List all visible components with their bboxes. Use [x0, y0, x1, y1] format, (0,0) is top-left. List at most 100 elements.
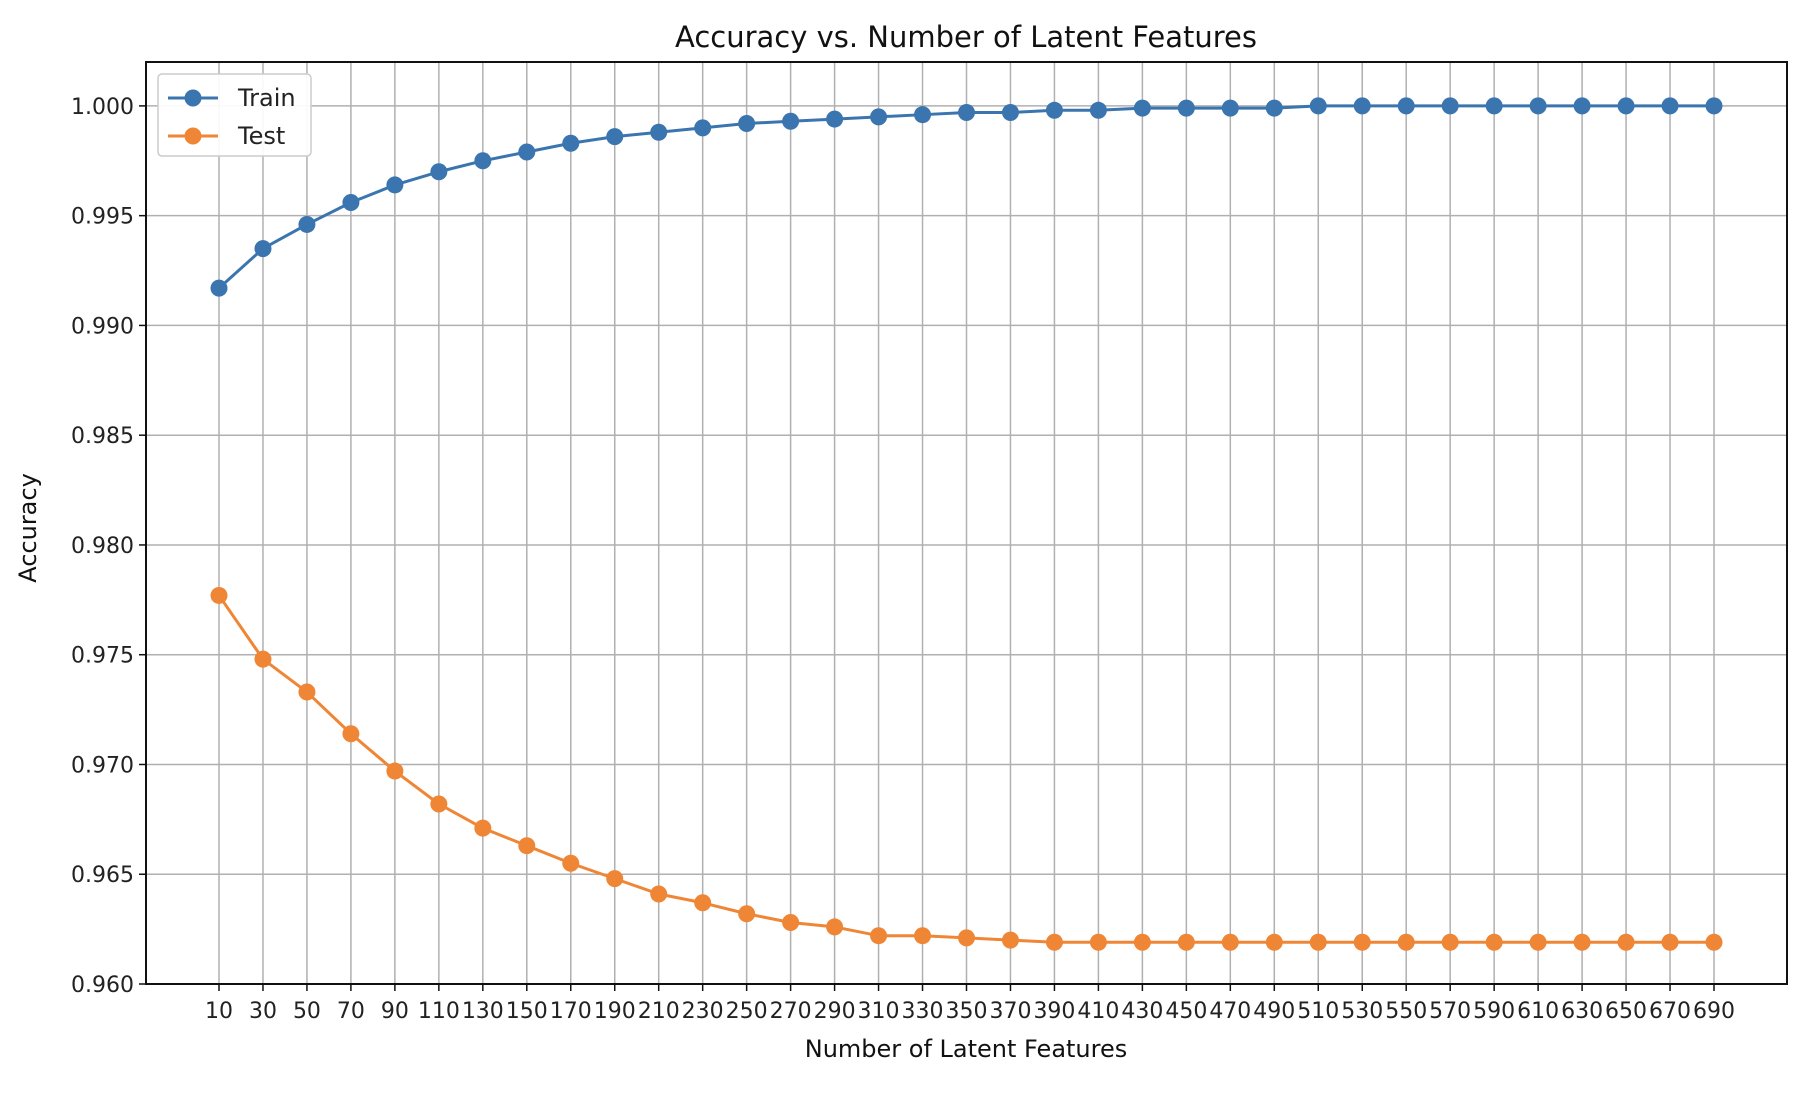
x-tick-label: 390: [1033, 999, 1075, 1024]
data-point-test: [958, 929, 975, 947]
data-point-train: [298, 215, 316, 233]
data-point-test: [430, 795, 448, 813]
data-point-train: [1133, 99, 1151, 117]
x-tick-label: 450: [1165, 999, 1207, 1024]
data-point-test: [1133, 933, 1151, 951]
x-tick-label: 510: [1297, 999, 1339, 1024]
series-train: [210, 97, 1723, 297]
data-point-train: [1309, 97, 1327, 115]
legend-test-label: Test: [237, 122, 285, 150]
x-tick-label: 230: [682, 999, 724, 1024]
x-tick-label: 490: [1253, 999, 1295, 1024]
x-tick-label: 430: [1121, 999, 1163, 1024]
data-point-train: [518, 143, 536, 161]
data-point-train: [1485, 97, 1503, 115]
x-tick-label: 610: [1517, 999, 1559, 1024]
data-point-train: [1661, 97, 1679, 115]
x-tick-label: 350: [946, 999, 988, 1024]
x-tick-label: 30: [249, 999, 277, 1024]
data-point-test: [606, 870, 624, 888]
x-tick-label: 10: [205, 999, 233, 1024]
data-point-train: [386, 176, 404, 194]
data-point-test: [1221, 933, 1239, 951]
data-point-test: [254, 650, 272, 668]
data-point-test: [650, 885, 668, 903]
data-point-test: [1089, 933, 1107, 951]
x-tick-label: 470: [1209, 999, 1251, 1024]
chart-title: Accuracy vs. Number of Latent Features: [675, 20, 1257, 54]
y-tick-label: 1.000: [71, 95, 134, 120]
y-axis-ticks: 0.960 0.965 0.970 0.975 0.980 0.985 0.990 0.995…: [71, 95, 146, 998]
x-tick-label: 570: [1429, 999, 1471, 1024]
data-point-train: [1353, 97, 1371, 115]
x-tick-label: 170: [550, 999, 592, 1024]
x-axis-ticks: 10 30 50 70 90 110 130 150 170 190 210 230 250 270 290…: [205, 984, 1735, 1024]
data-point-test: [1353, 933, 1371, 951]
data-point-train: [1177, 99, 1195, 117]
data-point-test: [298, 683, 316, 701]
x-tick-label: 110: [418, 999, 460, 1024]
y-tick-label: 0.980: [71, 534, 134, 559]
data-point-train: [1573, 97, 1591, 115]
data-point-test: [518, 837, 536, 855]
data-point-test: [386, 762, 404, 780]
x-tick-label: 370: [989, 999, 1031, 1024]
data-point-test: [210, 586, 228, 604]
data-point-train: [1089, 101, 1107, 119]
y-tick-label: 0.990: [71, 314, 134, 339]
x-tick-label: 210: [638, 999, 680, 1024]
x-tick-label: 270: [770, 999, 812, 1024]
series-layer: [210, 97, 1723, 951]
data-point-test: [870, 927, 888, 945]
y-tick-label: 0.985: [71, 424, 134, 449]
data-point-test: [1045, 933, 1063, 951]
data-point-train: [1265, 99, 1283, 117]
x-tick-label: 530: [1341, 999, 1383, 1024]
data-point-train: [914, 106, 932, 124]
data-point-train: [1045, 101, 1063, 119]
data-point-train: [606, 128, 624, 146]
data-point-train: [870, 108, 888, 126]
y-tick-label: 0.995: [71, 205, 134, 230]
data-point-test: [342, 725, 360, 743]
data-point-train: [430, 163, 448, 181]
data-point-train: [738, 114, 756, 132]
data-point-train: [958, 103, 975, 121]
data-point-test: [1001, 931, 1019, 949]
data-point-train: [826, 110, 844, 128]
data-point-test: [562, 854, 580, 872]
data-point-test: [1441, 933, 1459, 951]
x-tick-label: 90: [381, 999, 409, 1024]
data-point-test: [782, 914, 800, 932]
data-point-train: [1397, 97, 1415, 115]
y-tick-label: 0.960: [71, 973, 134, 998]
data-point-test: [1309, 933, 1327, 951]
data-point-test: [1705, 933, 1723, 951]
x-tick-label: 310: [858, 999, 900, 1024]
data-point-test: [738, 905, 756, 923]
x-tick-label: 330: [902, 999, 944, 1024]
data-point-test: [914, 927, 932, 945]
data-point-train: [562, 134, 580, 152]
data-point-train: [650, 123, 668, 141]
data-point-test: [1177, 933, 1195, 951]
data-point-train: [1001, 103, 1019, 121]
data-point-train: [474, 152, 492, 170]
x-tick-label: 290: [814, 999, 856, 1024]
x-tick-label: 650: [1605, 999, 1647, 1024]
y-tick-label: 0.975: [71, 644, 134, 669]
x-axis-title: Number of Latent Features: [805, 1035, 1128, 1063]
y-tick-label: 0.965: [71, 863, 134, 888]
data-point-test: [1529, 933, 1547, 951]
x-tick-label: 250: [726, 999, 768, 1024]
y-tick-label: 0.970: [71, 753, 134, 778]
data-point-test: [694, 894, 712, 912]
x-tick-label: 550: [1385, 999, 1427, 1024]
x-tick-label: 690: [1693, 999, 1735, 1024]
data-point-test: [1573, 933, 1591, 951]
data-point-train: [1705, 97, 1723, 115]
data-point-train: [694, 119, 712, 137]
